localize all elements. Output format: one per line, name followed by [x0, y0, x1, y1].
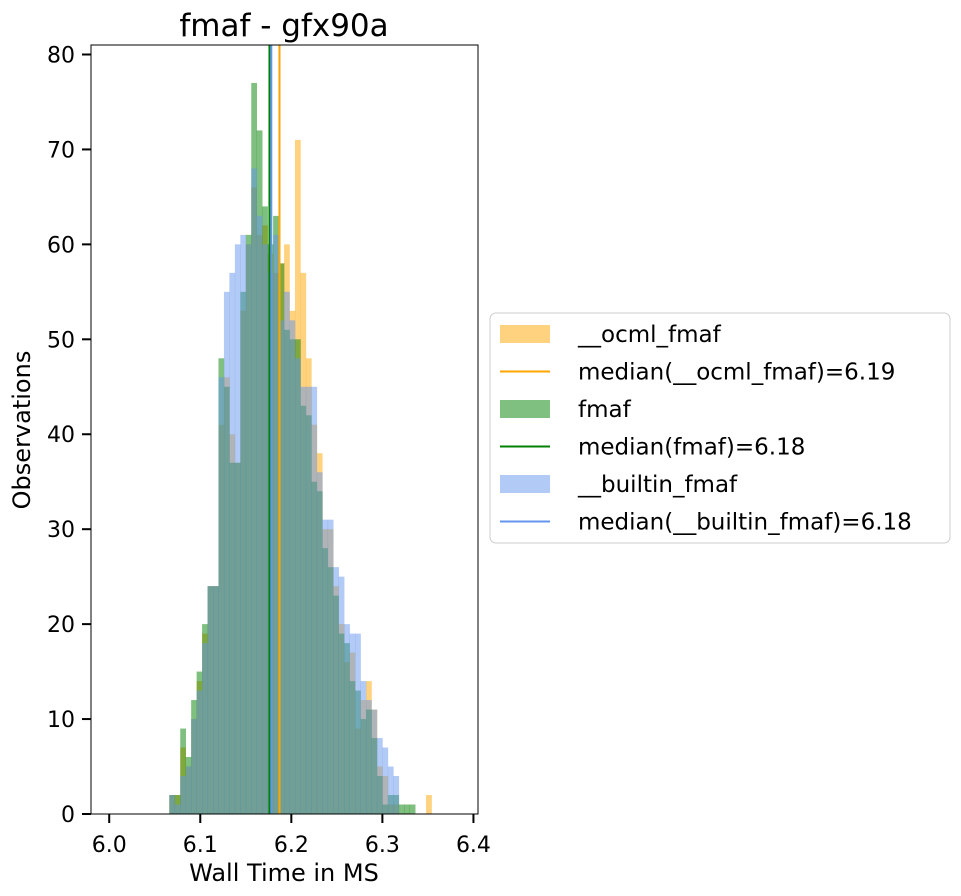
histogram-bar — [426, 795, 432, 814]
histogram-bar — [218, 377, 225, 814]
y-tick-label: 60 — [47, 233, 75, 258]
histogram-bar — [196, 690, 203, 814]
legend-label: median(fmaf)=6.18 — [578, 435, 805, 461]
plot-area — [169, 82, 432, 815]
histogram-bar — [262, 244, 268, 814]
histogram-bar — [273, 234, 279, 814]
histogram-bar — [185, 766, 192, 814]
legend-label: median(__builtin_fmaf)=6.18 — [578, 510, 912, 536]
y-tick-label: 80 — [47, 43, 75, 68]
histogram-bar — [371, 709, 378, 814]
x-tick-label: 6.2 — [274, 833, 309, 858]
histogram-bar — [191, 719, 197, 814]
histogram-bar — [169, 795, 176, 814]
histogram-bar — [393, 776, 400, 814]
y-tick-label: 10 — [47, 708, 75, 733]
histogram-bar — [174, 795, 181, 814]
histogram-bar — [294, 358, 301, 814]
histogram-bar — [180, 728, 186, 814]
histogram-bar — [300, 386, 307, 814]
histogram-bar — [240, 234, 247, 814]
histogram-bar — [333, 567, 339, 814]
histogram-bar — [174, 804, 181, 814]
histogram-bar — [398, 804, 405, 814]
legend-label: median(__ocml_fmaf)=6.19 — [578, 360, 895, 386]
histogram-bar — [404, 804, 410, 814]
histogram-bar — [366, 700, 372, 814]
histogram-bar — [180, 776, 186, 814]
histogram-bar — [234, 244, 241, 814]
chart-title: fmaf - gfx90a — [179, 8, 388, 44]
y-tick-label: 30 — [47, 518, 75, 543]
histogram-bar — [213, 586, 219, 814]
y-tick-label: 40 — [47, 423, 75, 448]
histogram-bar — [322, 519, 329, 814]
legend-label: __builtin_fmaf — [577, 472, 738, 498]
histogram-bar — [223, 291, 230, 815]
x-tick-label: 6.0 — [92, 833, 127, 858]
histogram-bar — [289, 320, 296, 814]
x-tick-label: 6.3 — [365, 833, 400, 858]
histogram-bar — [376, 738, 383, 814]
histogram-bar — [344, 624, 350, 814]
y-tick-label: 0 — [61, 803, 75, 828]
y-tick-label: 70 — [47, 138, 75, 163]
histogram-bar — [278, 320, 285, 814]
histogram-bar — [349, 633, 356, 814]
x-axis-label: Wall Time in MS — [189, 859, 379, 887]
x-tick-label: 6.4 — [456, 833, 491, 858]
legend-patch — [500, 475, 550, 493]
x-tick-label: 6.1 — [183, 833, 218, 858]
histogram-bar — [387, 766, 394, 814]
histogram-bar — [360, 681, 367, 814]
series-builtinfmaf — [169, 168, 400, 815]
histogram-bar — [256, 215, 263, 814]
x-axis: 6.0 6.1 6.2 6.3 6.4 — [92, 814, 491, 858]
median-lines — [268, 45, 281, 814]
histogram-bar — [327, 519, 334, 814]
histogram-bar — [316, 472, 323, 814]
histogram-bar — [305, 386, 312, 814]
histogram-bar — [245, 244, 252, 814]
histogram-bar — [355, 633, 361, 814]
legend-frame — [489, 312, 951, 544]
legend-patch — [500, 325, 550, 343]
histogram-bar — [311, 386, 318, 814]
y-tick-label: 20 — [47, 613, 75, 638]
legend-label: fmaf — [578, 397, 632, 423]
legend-patch — [500, 400, 550, 418]
y-tick-label: 50 — [47, 328, 75, 353]
histogram-bar — [202, 643, 208, 814]
plot-frame — [90, 44, 479, 815]
y-axis: 0 10 20 30 40 50 60 70 80 — [47, 43, 91, 828]
histogram-bar — [251, 168, 258, 815]
histogram-bar — [229, 272, 236, 815]
histogram-bar — [409, 804, 416, 814]
histogram-bar — [338, 576, 345, 814]
legend-label: __ocml_fmaf — [577, 322, 722, 348]
histogram-bar — [207, 586, 214, 814]
histogram-bar — [284, 291, 290, 815]
y-axis-label: Observations — [8, 351, 36, 510]
histogram-bar — [382, 747, 389, 814]
